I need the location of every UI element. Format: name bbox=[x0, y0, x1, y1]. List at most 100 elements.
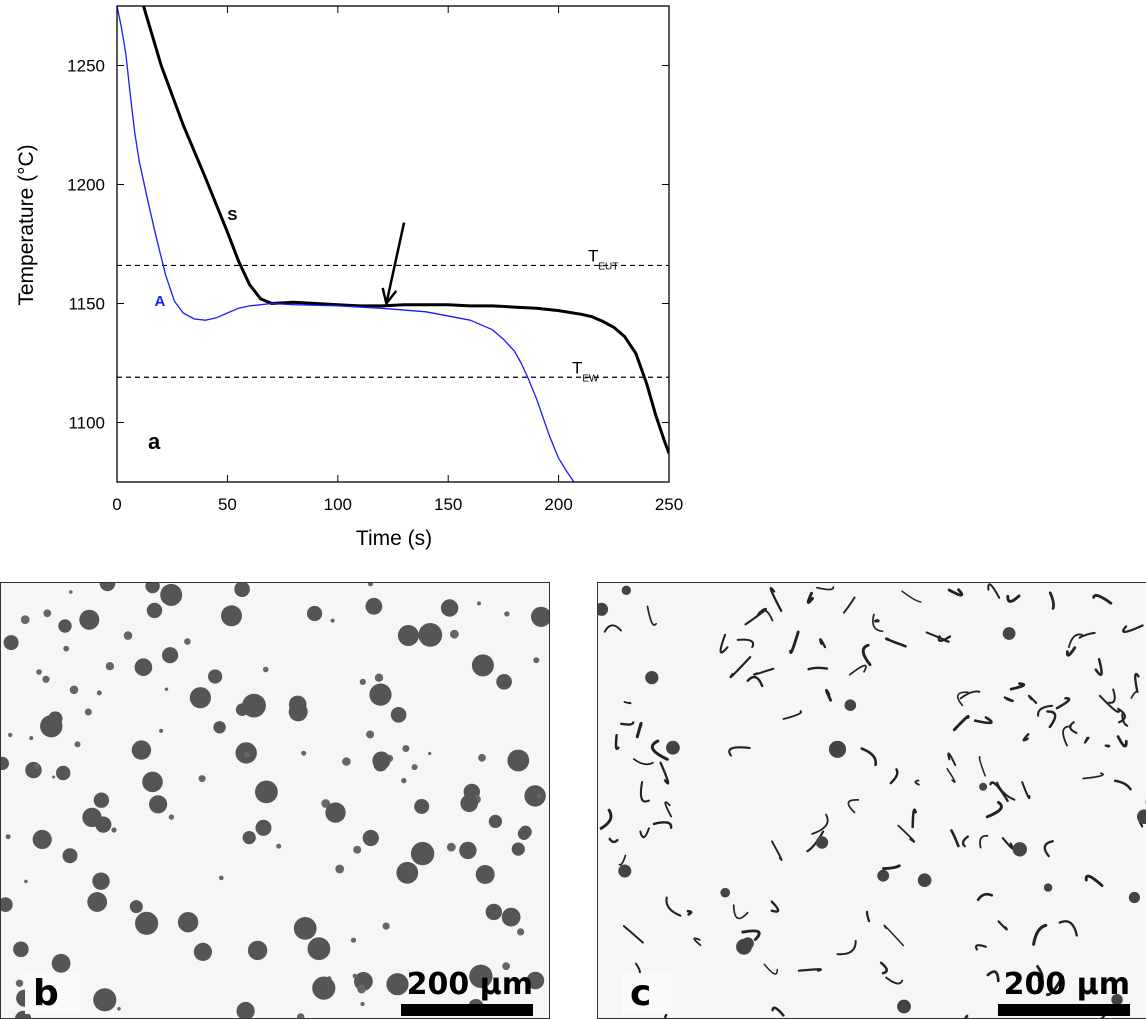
vermicular-graphite bbox=[1094, 658, 1103, 677]
vermicular-graphite bbox=[1065, 646, 1077, 657]
graphite-nodule bbox=[359, 678, 366, 685]
graphite-nodule bbox=[360, 1001, 365, 1007]
vermicular-graphite bbox=[1022, 733, 1030, 742]
graphite-nodule bbox=[131, 740, 152, 760]
graphite-nodule bbox=[25, 761, 42, 779]
vermicular-graphite bbox=[1116, 735, 1128, 748]
vermicular-graphite bbox=[623, 701, 632, 705]
graphite-nodule bbox=[13, 941, 29, 958]
graphite-nodule bbox=[234, 583, 250, 597]
graphite-nodule bbox=[502, 962, 510, 971]
reference-label-ew: TEW bbox=[572, 358, 599, 384]
vermicular-graphite bbox=[1003, 696, 1014, 703]
graphite-nodule bbox=[221, 605, 242, 627]
graphite-nodule bbox=[82, 807, 102, 828]
vermicular-graphite bbox=[842, 596, 856, 614]
graphite-nodule bbox=[5, 834, 11, 840]
graphite-nodule bbox=[84, 708, 92, 716]
graphite-nodule bbox=[1012, 842, 1027, 857]
vermicular-graphite bbox=[635, 721, 643, 739]
graphite-nodule bbox=[208, 669, 223, 684]
vermicular-graphite bbox=[973, 716, 993, 725]
vermicular-graphite bbox=[937, 635, 952, 643]
graphite-nodule bbox=[288, 695, 307, 714]
graphite-nodule bbox=[511, 842, 525, 856]
vermicular-graphite bbox=[836, 939, 857, 956]
vermicular-graphite bbox=[769, 587, 783, 612]
graphite-nodule bbox=[145, 583, 160, 594]
graphite-nodule bbox=[276, 843, 282, 849]
graphite-nodule bbox=[213, 721, 226, 734]
graphite-nodule bbox=[321, 799, 331, 808]
graphite-nodule bbox=[504, 611, 510, 617]
graphite-nodule bbox=[471, 654, 494, 677]
vermicular-graphite bbox=[728, 746, 751, 757]
vermicular-graphite bbox=[952, 714, 970, 732]
vermicular-graphite bbox=[664, 1013, 668, 1018]
vermicular-graphite bbox=[978, 756, 986, 777]
vermicular-graphite bbox=[618, 854, 627, 866]
graphite-nodule bbox=[373, 757, 388, 772]
graphite-nodule bbox=[357, 984, 366, 994]
graphite-nodule bbox=[198, 775, 206, 783]
graphite-nodule bbox=[390, 707, 407, 723]
graphite-nodule bbox=[533, 657, 540, 664]
vermicular-graphite bbox=[1130, 690, 1139, 699]
panel-label-a: a bbox=[148, 429, 161, 454]
graphite-nodule bbox=[15, 979, 24, 987]
vermicular-graphite bbox=[883, 924, 904, 947]
graphite-nodule bbox=[342, 757, 351, 766]
graphite-nodule bbox=[1137, 809, 1146, 824]
vermicular-graphite bbox=[911, 808, 917, 829]
graphite-nodule bbox=[312, 976, 336, 1000]
vermicular-graphite bbox=[807, 666, 829, 671]
graphite-nodule bbox=[63, 645, 70, 652]
graphite-nodule bbox=[51, 953, 71, 973]
arrow-shaft bbox=[385, 222, 406, 304]
graphite-nodule bbox=[56, 765, 71, 781]
x-tick-label: 200 bbox=[544, 495, 572, 514]
graphite-nodule bbox=[164, 687, 169, 691]
vermicular-graphite bbox=[741, 929, 761, 941]
graphite-nodule bbox=[162, 647, 179, 664]
vermicular-graphite bbox=[950, 829, 960, 848]
graphite-nodule bbox=[42, 675, 50, 683]
graphite-nodule bbox=[459, 841, 477, 860]
graphite-nodule bbox=[411, 764, 418, 771]
vermicular-graphite bbox=[729, 656, 752, 679]
vermicular-graphite bbox=[879, 961, 888, 975]
graphite-nodule bbox=[29, 736, 34, 741]
graphite-nodule bbox=[666, 740, 680, 755]
vermicular-graphite bbox=[1117, 708, 1126, 724]
vermicular-graphite bbox=[763, 963, 779, 975]
graphite-nodule bbox=[96, 690, 102, 696]
graphite-nodule bbox=[537, 793, 542, 798]
graphite-nodule bbox=[24, 879, 28, 884]
graphite-nodule bbox=[397, 625, 419, 646]
graphite-nodule bbox=[897, 999, 911, 1014]
graphite-nodule bbox=[979, 782, 988, 791]
vermicular-graphite bbox=[925, 631, 950, 643]
graphite-nodule bbox=[736, 938, 752, 955]
graphite-nodule bbox=[488, 814, 502, 828]
vermicular-graphite bbox=[771, 1006, 785, 1017]
vermicular-graphite bbox=[986, 970, 1000, 983]
x-tick-label: 0 bbox=[112, 495, 121, 514]
vermicular-graphite bbox=[847, 799, 860, 814]
vermicular-graphite bbox=[639, 781, 650, 803]
graphite-nodule bbox=[32, 829, 52, 850]
graphite-nodule bbox=[446, 842, 456, 852]
vermicular-graphite bbox=[599, 808, 613, 830]
graphite-nodule bbox=[1002, 627, 1016, 640]
graphite-nodule bbox=[149, 795, 168, 814]
graphite-nodule bbox=[844, 699, 857, 711]
vermicular-graphite bbox=[816, 586, 835, 591]
y-tick-label: 1200 bbox=[67, 176, 105, 195]
vermicular-graphite bbox=[964, 1014, 969, 1018]
graphite-nodule bbox=[410, 841, 435, 866]
graphite-nodule bbox=[477, 601, 481, 606]
micrograph-b-image bbox=[1, 583, 549, 1018]
series-line-a bbox=[117, 6, 575, 482]
y-tick-label: 1150 bbox=[68, 295, 105, 314]
vermicular-graphite bbox=[652, 821, 673, 829]
